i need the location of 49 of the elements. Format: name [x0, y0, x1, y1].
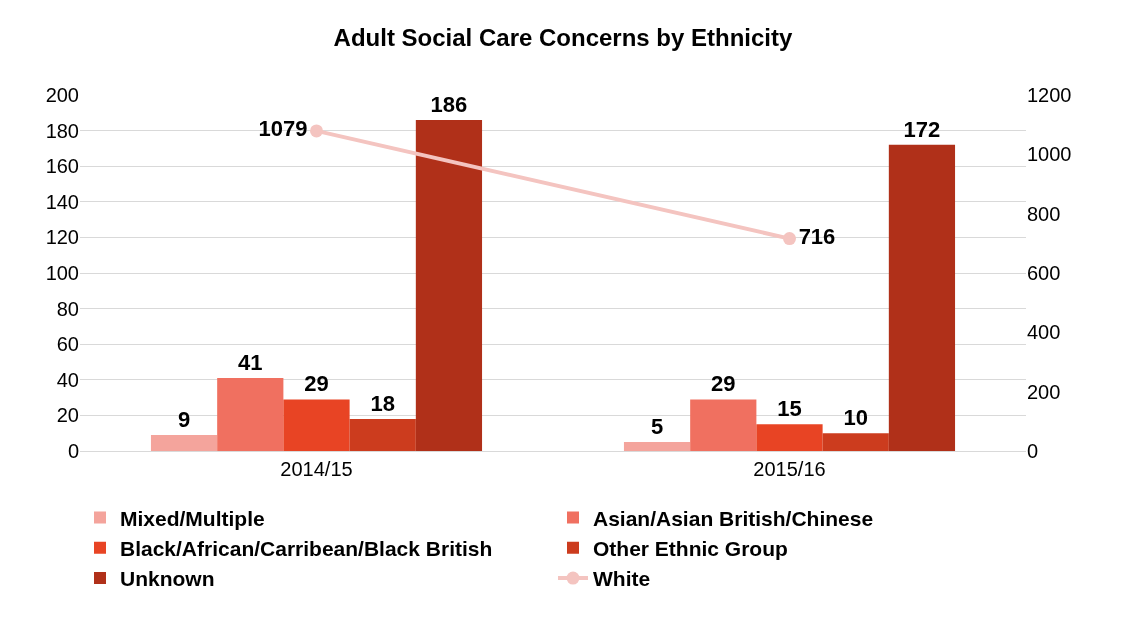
- bar: [349, 418, 416, 451]
- y2-tick-label: 800: [1027, 202, 1061, 225]
- data-label: 41: [238, 350, 263, 376]
- y2-tick-label: 1000: [1027, 143, 1072, 166]
- y-tick-label: 140: [45, 190, 79, 213]
- bar: [217, 378, 284, 451]
- bar: [415, 119, 483, 451]
- y2-tick-label: 200: [1027, 380, 1061, 403]
- data-label: 15: [777, 396, 802, 422]
- data-label: 716: [798, 224, 836, 250]
- bar: [623, 442, 691, 451]
- legend-label: Asian/Asian British/Chinese: [593, 506, 874, 530]
- y-tick-label: 200: [45, 84, 79, 106]
- y-tick-label: 100: [45, 262, 79, 284]
- legend-label: Unknown: [120, 567, 215, 591]
- data-label: 186: [430, 91, 468, 117]
- legend-label: Black/African/Carribean/Black British: [120, 536, 493, 560]
- bar: [283, 399, 350, 451]
- data-label: 18: [370, 390, 395, 416]
- x-tick-label: 2014/15: [280, 458, 353, 480]
- y-tick-label: 180: [45, 119, 79, 142]
- bar: [888, 144, 956, 451]
- legend-label: Mixed/Multiple: [120, 506, 265, 530]
- x-tick-label: 2015/16: [753, 458, 826, 480]
- y-tick-label: 40: [56, 368, 79, 391]
- legend-label: White: [593, 567, 651, 591]
- data-label: 10: [843, 405, 868, 431]
- bar: [690, 399, 757, 451]
- y-tick-label: 160: [45, 155, 79, 178]
- y-tick-label: 20: [56, 404, 79, 427]
- y2-tick-label: 400: [1027, 321, 1061, 344]
- data-label: 1079: [258, 116, 308, 142]
- y-tick-label: 0: [67, 440, 79, 462]
- y-tick-label: 60: [56, 333, 79, 356]
- data-label: 172: [903, 116, 941, 142]
- y2-tick-label: 600: [1027, 262, 1061, 284]
- y-tick-label: 80: [56, 297, 79, 320]
- data-label: 5: [650, 414, 664, 440]
- data-label: 29: [711, 371, 736, 397]
- legend-label: Other Ethnic Group: [593, 536, 788, 560]
- y2-tick-label: 0: [1027, 440, 1039, 462]
- bar: [150, 434, 218, 451]
- data-label: 29: [304, 371, 329, 397]
- y2-tick-label: 1200: [1027, 84, 1072, 106]
- bar: [822, 433, 889, 451]
- data-label: 9: [177, 406, 191, 432]
- y-tick-label: 120: [45, 226, 79, 249]
- bar: [756, 424, 823, 451]
- chart-title: Adult Social Care Concerns by Ethnicity: [333, 23, 794, 51]
